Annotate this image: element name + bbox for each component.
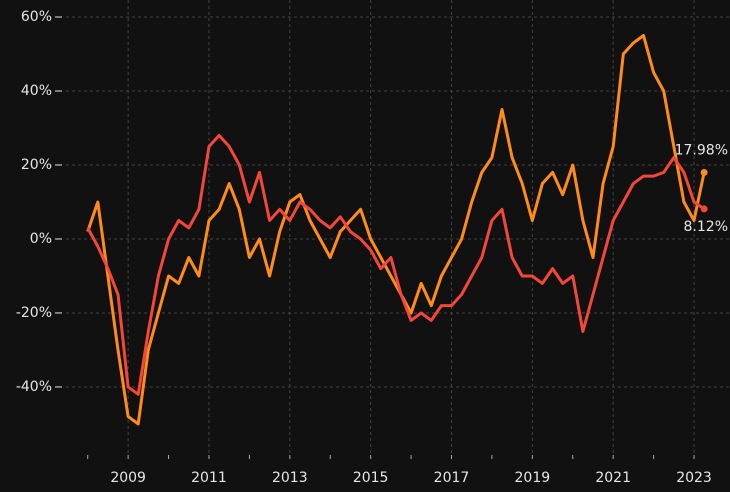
end-point [700,205,708,213]
series-line [86,34,706,426]
x-tick-label: 2019 [515,470,551,486]
x-tick-label: 2023 [676,470,712,486]
y-tick-label: -40% [16,379,52,395]
series-line [86,133,705,396]
y-tick-label: 20% [21,157,52,173]
y-tick-label: -20% [16,305,52,321]
x-tick-label: 2009 [110,470,146,486]
x-tick-label: 2017 [434,470,470,486]
end-label: 17.98% [675,142,728,158]
end-label: 8.12% [684,219,728,235]
y-tick-label: 60% [21,9,52,25]
x-tick-label: 2015 [353,470,389,486]
end-point [700,168,708,176]
y-tick-label: 0% [30,231,52,247]
x-tick-label: 2011 [191,470,227,486]
x-tick-label: 2021 [595,470,631,486]
y-tick-label: 40% [21,83,52,99]
x-tick-label: 2013 [272,470,308,486]
